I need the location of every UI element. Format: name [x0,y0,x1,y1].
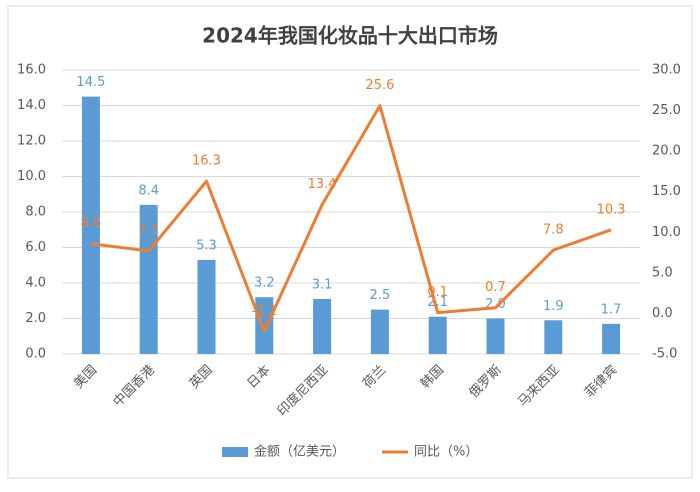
line-value-label: 0.7 [485,280,506,295]
legend-label: 同比（%） [414,445,478,460]
line [90,104,612,333]
bar [313,298,332,354]
line-value-label: 7.7 [138,223,159,238]
line-value-label: 16.3 [192,154,221,169]
bar [544,320,563,354]
y2-tick-label: 15.0 [652,184,681,199]
line-value-label: 13.4 [308,177,337,192]
y2-tick-label: 10.0 [652,225,681,240]
y2-tick-label: 20.0 [652,144,681,159]
legend-swatch [222,447,248,457]
y-tick-label: 10.0 [17,169,46,184]
y2-tick-label: 5.0 [652,265,673,280]
legend-label: 金额（亿美元） [254,444,345,460]
y-tick-label: 8.0 [25,205,46,220]
bar [370,309,389,354]
bar [81,96,100,354]
y2-tick-label: 0.0 [652,306,673,321]
bar [602,323,621,354]
line-value-label: -2.2 [252,304,277,319]
bar-value-label: 3.2 [254,276,275,291]
y-tick-label: 14.0 [17,98,46,113]
y-tick-label: 6.0 [25,240,46,255]
y-tick-label: 2.0 [25,311,46,326]
y-tick-label: 16.0 [17,63,46,78]
line-value-label: 10.3 [597,202,626,217]
bar-value-label: 8.4 [138,183,159,198]
line-value-label: 25.6 [365,78,394,93]
bar-value-label: 2.5 [370,288,391,303]
bar [486,318,505,354]
chart-frame [7,5,693,479]
bar-value-label: 5.3 [196,238,217,253]
bar-value-label: 1.9 [543,299,564,314]
y-tick-label: 4.0 [25,276,46,291]
y2-tick-label: -5.0 [652,347,677,362]
bar [428,316,447,354]
y-tick-label: 12.0 [17,134,46,149]
line-value-label: 0.1 [427,285,448,300]
y2-tick-label: 25.0 [652,103,681,118]
y-tick-label: 0.0 [25,347,46,362]
bar [255,297,274,354]
y2-tick-label: 30.0 [652,63,681,78]
line-value-label: 8.6 [81,216,102,231]
bar-value-label: 14.5 [76,75,105,90]
bar [197,259,216,354]
bar-value-label: 1.7 [601,302,622,317]
line-value-label: 7.8 [543,223,564,238]
chart-title: 2024年我国化妆品十大出口市场 [202,24,498,48]
bar [139,204,158,354]
bar-value-label: 3.1 [312,277,333,292]
